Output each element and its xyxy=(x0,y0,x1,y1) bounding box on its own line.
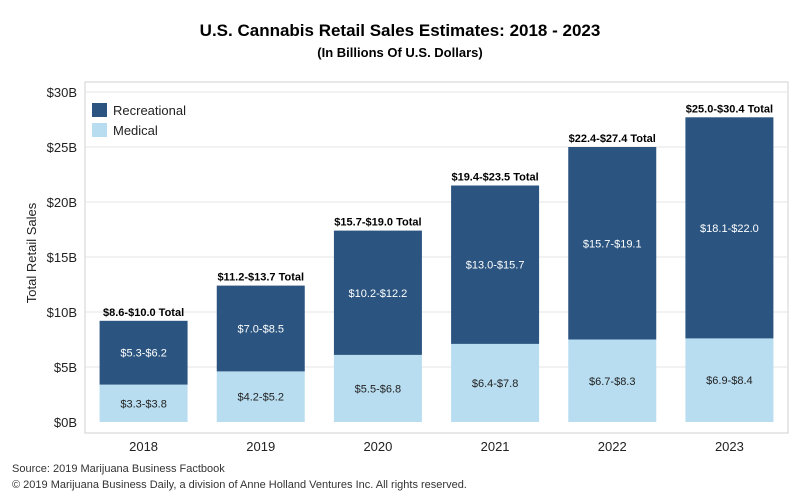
y-axis-label: Total Retail Sales xyxy=(24,202,39,303)
chart-title: U.S. Cannabis Retail Sales Estimates: 20… xyxy=(200,21,601,40)
data-label-recreational: $7.0-$8.5 xyxy=(238,324,284,336)
data-label-medical: $6.7-$8.3 xyxy=(589,376,635,388)
y-tick-label: $30B xyxy=(47,85,77,100)
data-label-medical: $6.9-$8.4 xyxy=(706,375,752,387)
data-label-recreational: $15.7-$19.1 xyxy=(583,238,642,250)
data-label-recreational: $13.0-$15.7 xyxy=(466,260,525,272)
bars: $3.3-$3.8 $5.3-$6.2 $8.6-$10.0 Total $4.2-$… xyxy=(99,103,774,422)
legend: Recreational Medical xyxy=(92,103,186,138)
data-label-medical: $4.2-$5.2 xyxy=(238,392,284,404)
x-axis-ticks: 2018 2019 2020 2021 2022 2023 xyxy=(129,439,744,454)
y-tick-label: $25B xyxy=(47,140,77,155)
bar-recreational-2019 xyxy=(216,285,305,372)
legend-swatch-recreational xyxy=(92,103,107,117)
data-label-total: $8.6-$10.0 Total xyxy=(103,307,184,319)
x-tick-label: 2023 xyxy=(715,439,744,454)
bar-recreational-2020 xyxy=(333,230,422,355)
data-label-recreational: $10.2-$12.2 xyxy=(349,288,408,300)
data-label-total: $19.4-$23.5 Total xyxy=(451,172,538,184)
data-label-total: $15.7-$19.0 Total xyxy=(334,217,421,229)
bar-medical-2023 xyxy=(685,338,774,422)
y-tick-label: $20B xyxy=(47,195,77,210)
bar-recreational-2021 xyxy=(451,185,540,344)
data-label-medical: $5.5-$6.8 xyxy=(355,383,401,395)
legend-label-medical: Medical xyxy=(113,123,158,138)
y-tick-label: $5B xyxy=(54,360,77,375)
bar-medical-2018 xyxy=(99,384,188,422)
bar-recreational-2018 xyxy=(99,320,188,385)
x-tick-label: 2022 xyxy=(598,439,627,454)
x-tick-label: 2021 xyxy=(481,439,510,454)
bar-medical-2019 xyxy=(216,371,305,422)
legend-label-recreational: Recreational xyxy=(113,103,186,118)
gridlines xyxy=(85,91,788,368)
y-axis-ticks: $0B $5B $10B $15B $20B $25B $30B xyxy=(47,85,77,430)
x-tick-label: 2019 xyxy=(246,439,275,454)
data-label-medical: $6.4-$7.8 xyxy=(472,378,518,390)
bar-recreational-2022 xyxy=(568,147,657,340)
legend-swatch-medical xyxy=(92,123,107,137)
x-tick-label: 2020 xyxy=(363,439,392,454)
bar-medical-2021 xyxy=(451,343,540,422)
source-note: Source: 2019 Marijuana Business Factbook xyxy=(12,463,225,475)
data-label-medical: $3.3-$3.8 xyxy=(120,398,166,410)
copyright-note: © 2019 Marijuana Business Daily, a divis… xyxy=(12,479,467,491)
data-label-total: $11.2-$13.7 Total xyxy=(217,272,304,284)
y-tick-label: $10B xyxy=(47,305,77,320)
data-label-total: $22.4-$27.4 Total xyxy=(569,133,656,145)
bar-recreational-2023 xyxy=(685,117,774,339)
bar-medical-2020 xyxy=(333,354,422,422)
y-tick-label: $15B xyxy=(47,250,77,265)
bar-medical-2022 xyxy=(568,339,657,422)
x-tick-label: 2018 xyxy=(129,439,158,454)
data-label-total: $25.0-$30.4 Total xyxy=(686,103,773,115)
chart-subtitle: (In Billions Of U.S. Dollars) xyxy=(317,45,482,60)
data-label-recreational: $5.3-$6.2 xyxy=(120,348,166,360)
y-tick-label: $0B xyxy=(54,415,77,430)
data-label-recreational: $18.1-$22.0 xyxy=(700,223,759,235)
